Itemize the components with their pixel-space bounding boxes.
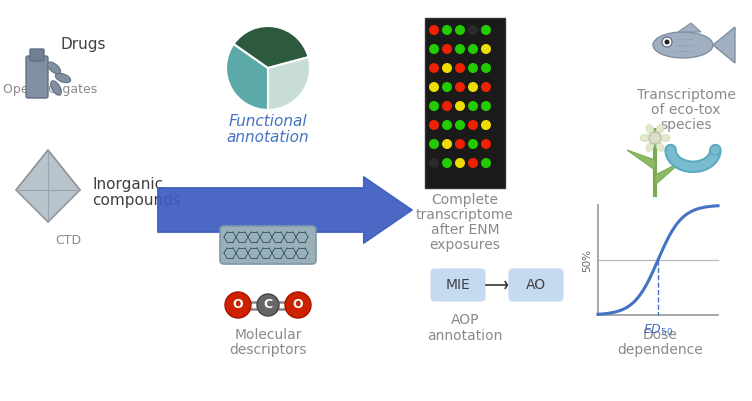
Text: AO: AO xyxy=(526,278,546,292)
FancyBboxPatch shape xyxy=(431,269,485,301)
Polygon shape xyxy=(16,150,80,222)
Circle shape xyxy=(429,158,439,168)
Circle shape xyxy=(455,63,465,73)
Circle shape xyxy=(468,44,478,54)
Circle shape xyxy=(481,82,491,92)
Circle shape xyxy=(468,63,478,73)
Circle shape xyxy=(442,25,452,35)
Polygon shape xyxy=(713,27,735,63)
Circle shape xyxy=(481,101,491,111)
Text: Drugs: Drugs xyxy=(60,38,105,53)
Circle shape xyxy=(429,101,439,111)
Circle shape xyxy=(442,101,452,111)
Text: Molecular: Molecular xyxy=(235,328,302,342)
Ellipse shape xyxy=(653,32,713,58)
Text: $ED_{50}$: $ED_{50}$ xyxy=(643,323,673,338)
Text: Functional: Functional xyxy=(229,115,308,130)
Circle shape xyxy=(665,40,669,45)
Text: Open TG-gates: Open TG-gates xyxy=(3,83,97,97)
FancyBboxPatch shape xyxy=(220,226,316,264)
Wedge shape xyxy=(234,26,308,68)
Circle shape xyxy=(455,139,465,149)
Circle shape xyxy=(429,120,439,130)
Ellipse shape xyxy=(656,142,664,151)
Ellipse shape xyxy=(640,134,650,142)
Wedge shape xyxy=(226,44,268,110)
Circle shape xyxy=(455,120,465,130)
Circle shape xyxy=(481,139,491,149)
Circle shape xyxy=(481,63,491,73)
Text: CTD: CTD xyxy=(55,233,81,247)
Bar xyxy=(425,18,505,188)
Ellipse shape xyxy=(656,125,664,134)
Text: Transcriptome: Transcriptome xyxy=(636,88,735,102)
Circle shape xyxy=(481,25,491,35)
Circle shape xyxy=(455,82,465,92)
Text: annotation: annotation xyxy=(226,130,309,146)
Text: Inorganic: Inorganic xyxy=(92,178,163,192)
Text: O: O xyxy=(232,298,244,312)
Circle shape xyxy=(468,82,478,92)
Circle shape xyxy=(442,63,452,73)
Ellipse shape xyxy=(646,142,654,151)
Ellipse shape xyxy=(660,134,670,142)
Circle shape xyxy=(455,158,465,168)
Circle shape xyxy=(662,37,672,47)
FancyBboxPatch shape xyxy=(26,56,48,98)
Circle shape xyxy=(481,44,491,54)
Polygon shape xyxy=(627,150,655,170)
Text: species: species xyxy=(660,118,712,132)
Text: exposures: exposures xyxy=(429,238,500,252)
Circle shape xyxy=(711,145,720,155)
Text: C: C xyxy=(263,298,272,312)
Circle shape xyxy=(468,25,478,35)
Circle shape xyxy=(455,44,465,54)
Circle shape xyxy=(481,120,491,130)
Circle shape xyxy=(429,139,439,149)
Text: Dose: Dose xyxy=(642,328,678,342)
Circle shape xyxy=(442,82,452,92)
Circle shape xyxy=(468,139,478,149)
Circle shape xyxy=(285,292,311,318)
Text: after ENM: after ENM xyxy=(431,223,499,237)
Text: Complete: Complete xyxy=(432,193,499,207)
Circle shape xyxy=(429,63,439,73)
Circle shape xyxy=(455,25,465,35)
Circle shape xyxy=(442,139,452,149)
Circle shape xyxy=(468,158,478,168)
Circle shape xyxy=(442,44,452,54)
Text: annotation: annotation xyxy=(427,329,502,343)
Circle shape xyxy=(442,120,452,130)
Polygon shape xyxy=(678,23,701,32)
Text: dependence: dependence xyxy=(617,343,703,357)
Text: MIE: MIE xyxy=(446,278,470,292)
Circle shape xyxy=(649,132,661,144)
Text: descriptors: descriptors xyxy=(229,343,307,357)
Text: O: O xyxy=(293,298,303,312)
Text: 50%: 50% xyxy=(582,249,592,271)
Text: compounds: compounds xyxy=(92,192,181,207)
Text: AOP: AOP xyxy=(450,313,479,327)
FancyArrowPatch shape xyxy=(158,177,412,243)
Circle shape xyxy=(481,158,491,168)
Circle shape xyxy=(455,101,465,111)
FancyBboxPatch shape xyxy=(509,269,563,301)
Circle shape xyxy=(442,158,452,168)
Text: of eco-tox: of eco-tox xyxy=(651,103,720,117)
Ellipse shape xyxy=(56,73,71,83)
Circle shape xyxy=(257,294,279,316)
Circle shape xyxy=(225,292,251,318)
Circle shape xyxy=(429,25,439,35)
FancyBboxPatch shape xyxy=(30,49,44,61)
Circle shape xyxy=(468,101,478,111)
Text: transcriptome: transcriptome xyxy=(416,208,514,222)
Wedge shape xyxy=(268,57,310,110)
Circle shape xyxy=(468,120,478,130)
Circle shape xyxy=(429,44,439,54)
Circle shape xyxy=(429,82,439,92)
Ellipse shape xyxy=(646,125,654,134)
Ellipse shape xyxy=(47,62,61,74)
Polygon shape xyxy=(655,162,681,185)
Ellipse shape xyxy=(50,81,62,95)
